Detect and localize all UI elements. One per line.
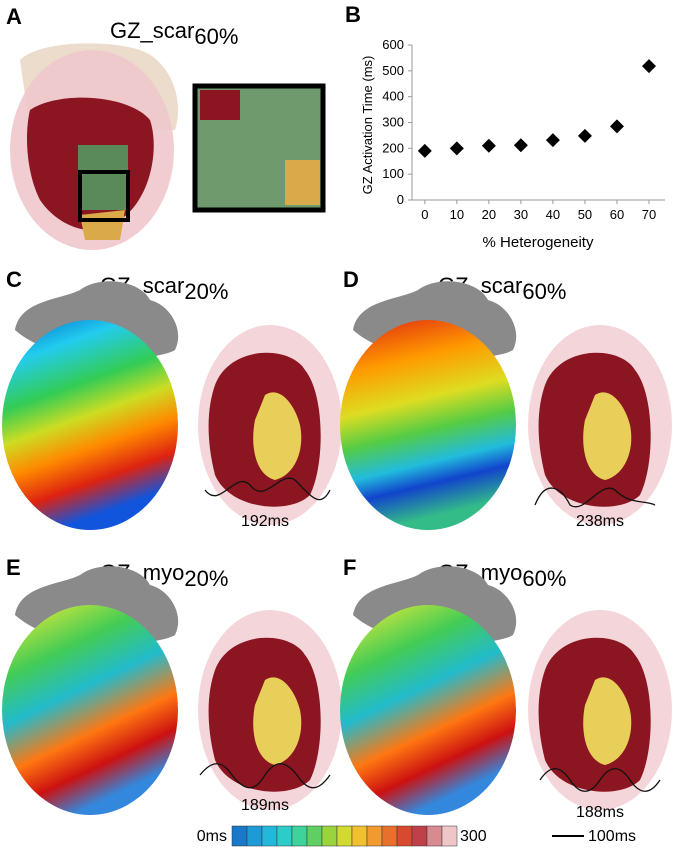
data-point (513, 138, 528, 153)
inset (192, 83, 326, 213)
duration-label: 188ms (576, 804, 624, 821)
colorbar-cell (366, 825, 383, 847)
heart-a (10, 43, 179, 250)
colorbar-cell (441, 825, 458, 847)
data-point (609, 119, 624, 134)
ecg-trace (539, 768, 661, 792)
title-text: GZ_scar (110, 18, 194, 43)
y-tick-label: 500 (382, 63, 404, 78)
panel-label: C (6, 267, 22, 292)
x-axis-label: % Heterogeneity (483, 234, 594, 251)
panel-title: GZ_scar60% (110, 18, 238, 49)
activation-map (340, 566, 517, 815)
title-subscript: 60% (522, 566, 566, 591)
colorbar-cell (276, 825, 293, 847)
activation-map (2, 281, 179, 530)
colorbar-cell (411, 825, 428, 847)
panel-label: A (6, 4, 22, 29)
x-tick-label: 10 (450, 207, 464, 222)
x-tick-label: 20 (482, 207, 496, 222)
title-subscript: 60% (194, 24, 238, 49)
scatter-chart: GZ Activation Time (ms) % Heterogeneity … (360, 37, 665, 251)
colorbar-cell (306, 825, 323, 847)
data-point (577, 128, 592, 143)
pink-heart (198, 610, 342, 810)
x-tick-label: 60 (610, 207, 624, 222)
x-tick-label: 50 (578, 207, 592, 222)
colorbar-cell (381, 825, 398, 847)
colorbar-cell (321, 825, 338, 847)
title-subscript: 20% (184, 566, 228, 591)
panel-label: D (343, 267, 359, 292)
y-tick-label: 200 (382, 140, 404, 155)
panel-label: B (345, 2, 361, 27)
data-point (545, 133, 560, 148)
x-tick-label: 70 (642, 207, 656, 222)
ecg-trace (199, 763, 331, 789)
colorbar-cell (261, 825, 278, 847)
data-point (417, 143, 432, 158)
colorbar-cell (246, 825, 263, 847)
y-tick-label: 400 (382, 89, 404, 104)
x-tick-label: 30 (514, 207, 528, 222)
colorbar-cell (351, 825, 368, 847)
y-tick-label: 600 (382, 37, 404, 52)
data-point (641, 59, 656, 74)
data-point (481, 138, 496, 153)
panel-label: F (343, 555, 356, 580)
title-subscript: 60% (522, 279, 566, 304)
duration-label: 238ms (576, 513, 624, 530)
panel-label: E (6, 555, 21, 580)
pink-heart (528, 325, 672, 525)
y-tick-label: 300 (382, 115, 404, 130)
ecg-trace (534, 487, 656, 508)
duration-label: 192ms (241, 513, 289, 530)
y-axis-label: GZ Activation Time (ms) (360, 56, 375, 195)
colorbar-max-label: 300 (460, 828, 487, 845)
colorbar-cell (231, 825, 248, 847)
colorbar-min-label: 0ms (197, 828, 227, 845)
colorbar-cell (336, 825, 353, 847)
colorbar-cell (396, 825, 413, 847)
scale-bar-label: 100ms (588, 828, 636, 845)
data-point (449, 141, 464, 156)
x-tick-label: 0 (421, 207, 428, 222)
x-tick-label: 40 (546, 207, 560, 222)
activation-map (340, 281, 517, 530)
activation-map (2, 566, 179, 815)
y-tick-label: 0 (397, 192, 404, 207)
title-subscript: 20% (184, 279, 228, 304)
duration-label: 189ms (241, 797, 289, 814)
ecg-trace (204, 477, 331, 501)
colorbar (231, 825, 458, 847)
colorbar-cell (291, 825, 308, 847)
colorbar-cell (426, 825, 443, 847)
y-tick-label: 100 (382, 166, 404, 181)
